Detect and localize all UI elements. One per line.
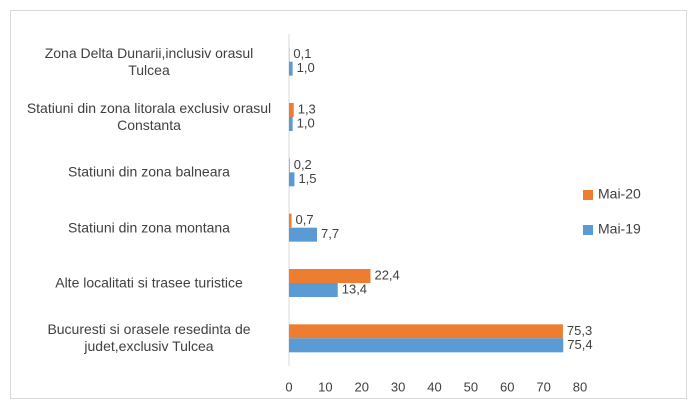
x-tick-label: 50: [464, 379, 478, 394]
x-tick-label: 80: [573, 379, 587, 394]
bar: [289, 227, 318, 242]
y-tick-label: Bucuresti si orasele resedinta de judet,…: [47, 321, 251, 355]
x-tick-label: 60: [500, 379, 514, 394]
legend-swatch: [583, 190, 593, 200]
value-label: 0,1: [293, 46, 311, 61]
value-label: 7,7: [321, 226, 339, 241]
y-tick-label: Statiuni din zona montana: [68, 219, 230, 236]
y-tick-label: Zona Delta Dunarii,inclusiv orasul Tulce…: [44, 44, 254, 78]
x-tick-label: 20: [355, 379, 369, 394]
bar: [289, 324, 563, 339]
value-label: 1,3: [298, 101, 316, 116]
value-label: 1,0: [297, 115, 315, 130]
y-tick-label: Statiuni din zona balneara: [68, 163, 230, 180]
value-label: 75,4: [567, 337, 592, 352]
value-label: 13,4: [342, 281, 367, 296]
bar: [289, 269, 371, 283]
bar: [289, 103, 294, 117]
value-label: 0,2: [294, 157, 312, 172]
value-label: 22,4: [374, 267, 399, 282]
bar: [289, 213, 292, 228]
bar: [289, 117, 293, 131]
x-tick-label: 30: [391, 379, 405, 394]
bar: [289, 172, 295, 187]
x-tick-label: 70: [536, 379, 550, 394]
bar: [289, 158, 290, 173]
value-label: 0,7: [296, 212, 314, 227]
value-label: 1,0: [297, 60, 315, 75]
legend-label: Mai-19: [598, 221, 641, 237]
value-label: 75,3: [567, 323, 592, 338]
x-tick-label: 10: [318, 379, 332, 394]
bar: [289, 338, 564, 353]
value-label: 1,5: [298, 171, 316, 186]
legend-label: Mai-20: [598, 186, 641, 202]
x-tick-label: 0: [285, 379, 292, 394]
y-tick-label: Alte localitati si trasee turistice: [55, 274, 243, 291]
legend-swatch: [583, 225, 593, 235]
y-tick-label: Statiuni din zona litorala exclusiv oras…: [26, 100, 272, 133]
x-tick-label: 40: [427, 379, 441, 394]
chart-border: [10, 10, 687, 399]
bar: [289, 283, 338, 297]
bar: [289, 61, 293, 76]
